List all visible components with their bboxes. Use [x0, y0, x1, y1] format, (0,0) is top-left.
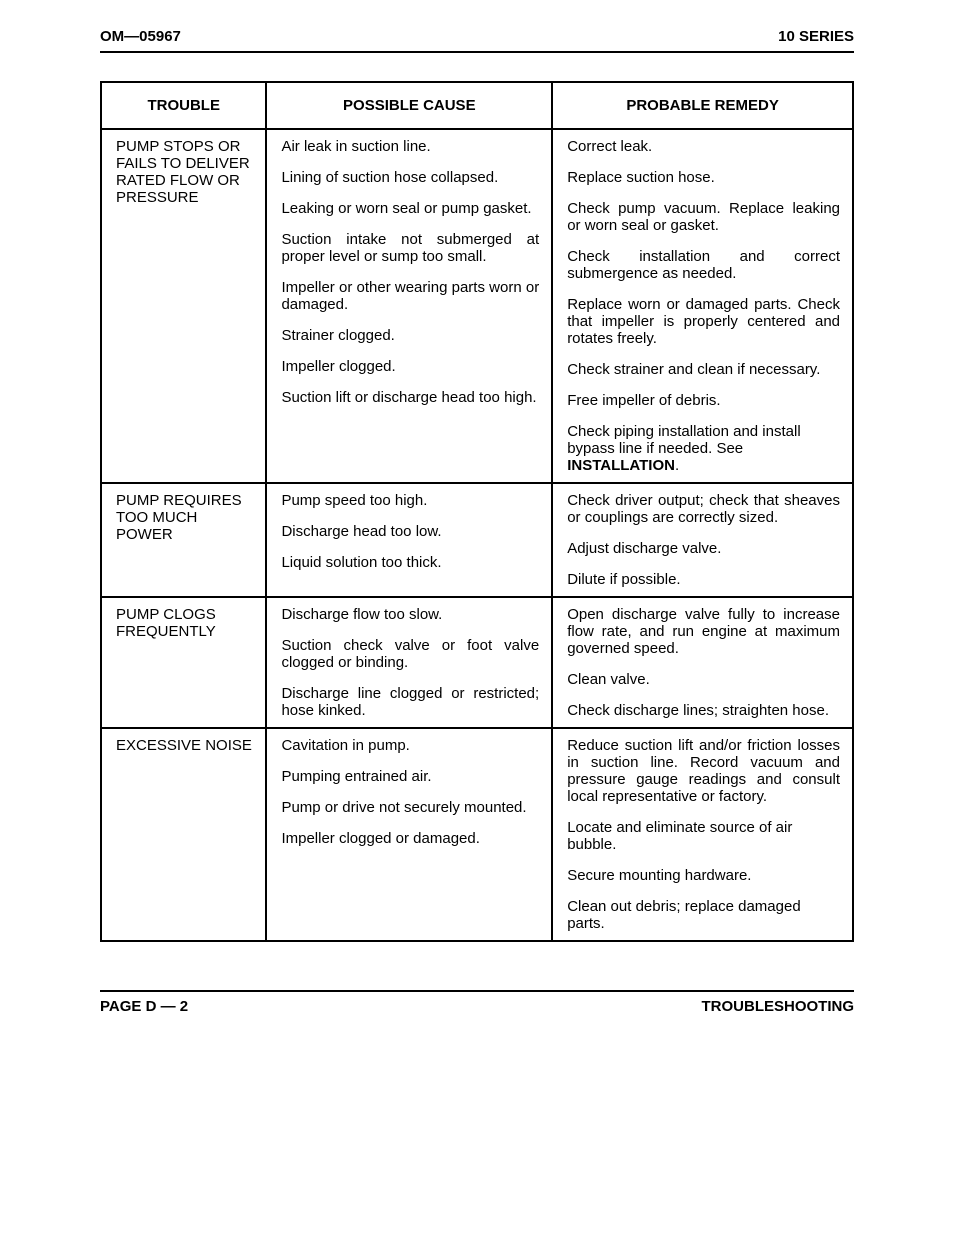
col-header-remedy: PROBABLE REMEDY [552, 82, 853, 129]
remedy-cell: Check driver output; check that sheaves … [552, 483, 853, 597]
cause-text: Cavitation in pump. [281, 737, 539, 754]
header-right: 10 SERIES [778, 28, 854, 45]
col-header-cause: POSSIBLE CAUSE [266, 82, 552, 129]
remedy-text: Check strainer and clean if necessary. [567, 361, 840, 378]
remedy-cell: Reduce suction lift and/or friction loss… [552, 728, 853, 941]
cause-text: Pump speed too high. [281, 492, 539, 509]
remedy-text: Correct leak. [567, 138, 840, 155]
trouble-label: PUMP REQUIRES TOO MUCH POWER [116, 492, 253, 543]
remedy-text: Clean out debris; replace damaged parts. [567, 898, 840, 932]
remedy-text: Reduce suction lift and/or friction loss… [567, 737, 840, 805]
trouble-cell: PUMP CLOGS FREQUENTLY [101, 597, 266, 728]
remedy-text: Check installation and correct submergen… [567, 248, 840, 282]
remedy-text: Check discharge lines; straighten hose. [567, 702, 840, 719]
table-row: PUMP REQUIRES TOO MUCH POWER Pump speed t… [101, 483, 853, 597]
remedy-text: Dilute if possible. [567, 571, 840, 588]
remedy-text: Secure mounting hardware. [567, 867, 840, 884]
page: OM—05967 10 SERIES TROUBLE POSSIBLE CAUS… [0, 0, 954, 1235]
table-header-row: TROUBLE POSSIBLE CAUSE PROBABLE REMEDY [101, 82, 853, 129]
trouble-cell: PUMP STOPS OR FAILS TO DELIVER RATED FLO… [101, 129, 266, 483]
cause-text: Strainer clogged. [281, 327, 539, 344]
remedy-text: Open discharge valve fully to increase f… [567, 606, 840, 657]
cause-text: Leaking or worn seal or pump gasket. [281, 200, 539, 217]
remedy-text: Locate and eliminate source of air bubbl… [567, 819, 840, 853]
cause-text: Pumping entrained air. [281, 768, 539, 785]
remedy-bold-ref: INSTALLATION [567, 457, 675, 474]
remedy-text: Adjust discharge valve. [567, 540, 840, 557]
remedy-cell: Open discharge valve fully to increase f… [552, 597, 853, 728]
troubleshooting-table: TROUBLE POSSIBLE CAUSE PROBABLE REMEDY P… [100, 81, 854, 942]
remedy-text: Clean valve. [567, 671, 840, 688]
cause-text: Impeller clogged. [281, 358, 539, 375]
cause-text: Impeller or other wearing parts worn or … [281, 279, 539, 313]
cause-cell: Discharge flow too slow. Suction check va… [266, 597, 552, 728]
cause-text: Discharge head too low. [281, 523, 539, 540]
cause-text: Lining of suction hose collapsed. [281, 169, 539, 186]
remedy-text: Free impeller of debris. [567, 392, 840, 409]
footer-right: TROUBLESHOOTING [702, 998, 855, 1015]
cause-text: Liquid solution too thick. [281, 554, 539, 571]
cause-text: Discharge line clogged or restricted; ho… [281, 685, 539, 719]
footer-left: PAGE D — 2 [100, 998, 188, 1015]
col-header-trouble: TROUBLE [101, 82, 266, 129]
remedy-text: Replace worn or damaged parts. Check tha… [567, 296, 840, 347]
trouble-label: EXCESSIVE NOISE [116, 737, 253, 754]
cause-text: Pump or drive not securely mounted. [281, 799, 539, 816]
page-header: OM—05967 10 SERIES [100, 28, 854, 53]
cause-cell: Air leak in suction line. Lining of sucti… [266, 129, 552, 483]
trouble-cell: PUMP REQUIRES TOO MUCH POWER [101, 483, 266, 597]
table-row: PUMP CLOGS FREQUENTLY Discharge flow too … [101, 597, 853, 728]
remedy-text: Check driver output; check that sheaves … [567, 492, 840, 526]
cause-text: Discharge flow too slow. [281, 606, 539, 623]
table-row: PUMP STOPS OR FAILS TO DELIVER RATED FLO… [101, 129, 853, 483]
cause-text: Suction check valve or foot valve clogge… [281, 637, 539, 671]
cause-text: Suction intake not submerged at proper l… [281, 231, 539, 265]
page-footer: PAGE D — 2 TROUBLESHOOTING [100, 990, 854, 1015]
table-row: EXCESSIVE NOISE Cavitation in pump. Pumpin… [101, 728, 853, 941]
remedy-text: Check piping installation and install by… [567, 423, 840, 474]
table-body: PUMP STOPS OR FAILS TO DELIVER RATED FLO… [101, 129, 853, 941]
remedy-text: Replace suction hose. [567, 169, 840, 186]
header-left: OM—05967 [100, 28, 181, 45]
remedy-cell: Correct leak. Replace suction hose. Check … [552, 129, 853, 483]
remedy-text: Check pump vacuum. Replace leaking or wo… [567, 200, 840, 234]
trouble-cell: EXCESSIVE NOISE [101, 728, 266, 941]
cause-text: Suction lift or discharge head too high. [281, 389, 539, 406]
trouble-label: PUMP STOPS OR FAILS TO DELIVER RATED FLO… [116, 138, 253, 206]
cause-cell: Cavitation in pump. Pumping entrained air… [266, 728, 552, 941]
trouble-label: PUMP CLOGS FREQUENTLY [116, 606, 253, 640]
cause-text: Impeller clogged or damaged. [281, 830, 539, 847]
cause-text: Air leak in suction line. [281, 138, 539, 155]
cause-cell: Pump speed too high. Discharge head too l… [266, 483, 552, 597]
